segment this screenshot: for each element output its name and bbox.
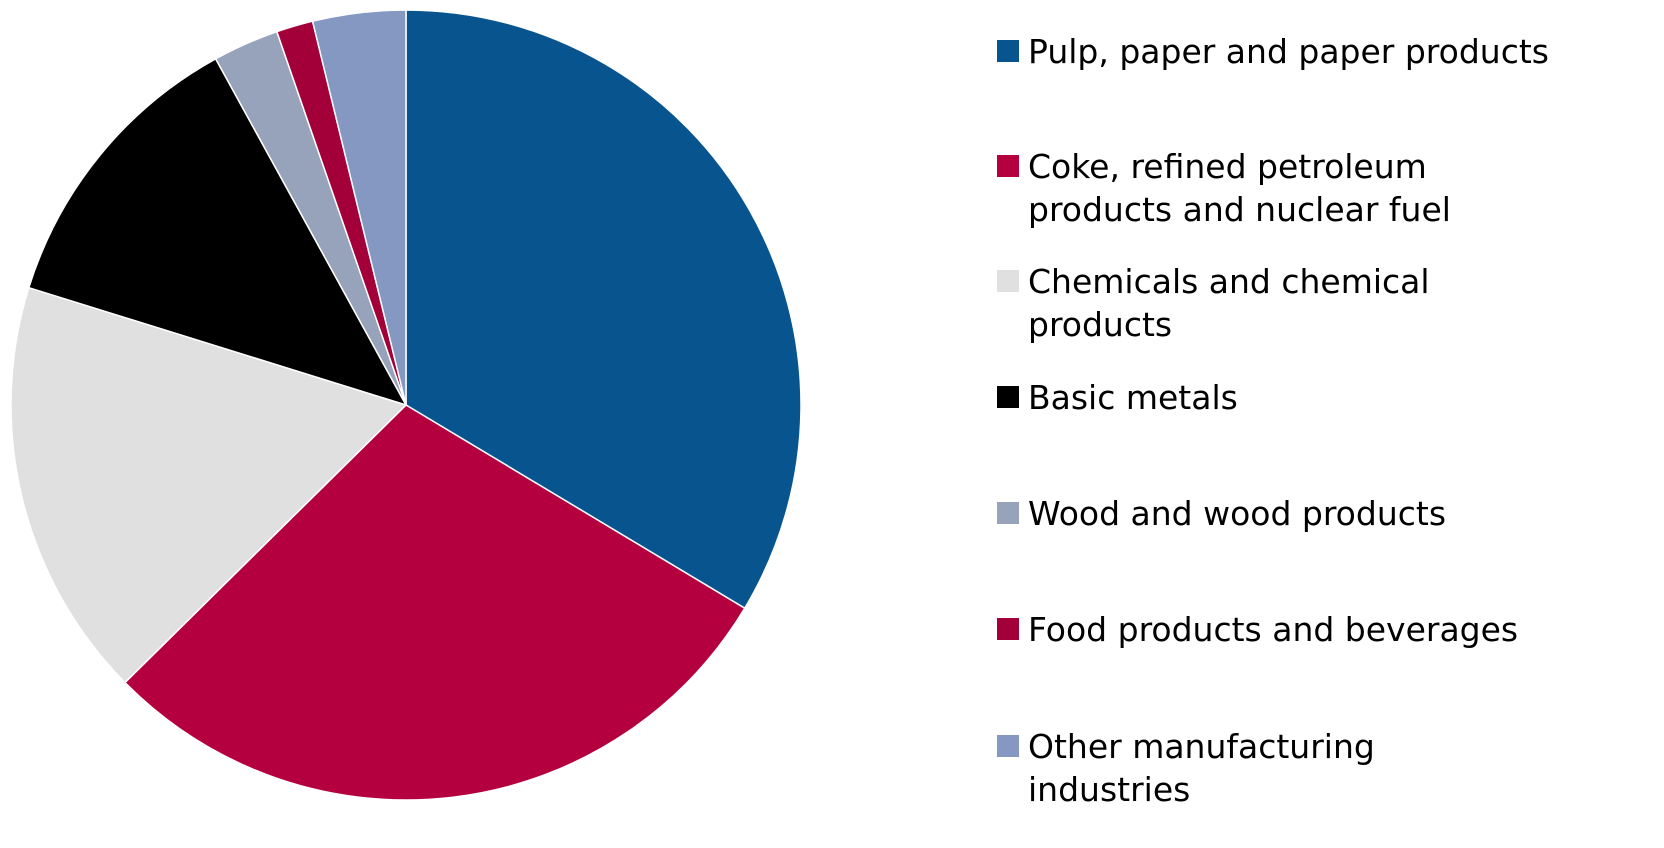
pie-slice xyxy=(311,9,407,406)
pie-slice xyxy=(27,57,408,407)
pie-slice xyxy=(123,404,746,801)
pie-slice xyxy=(10,286,408,684)
pie-slice xyxy=(405,9,802,610)
